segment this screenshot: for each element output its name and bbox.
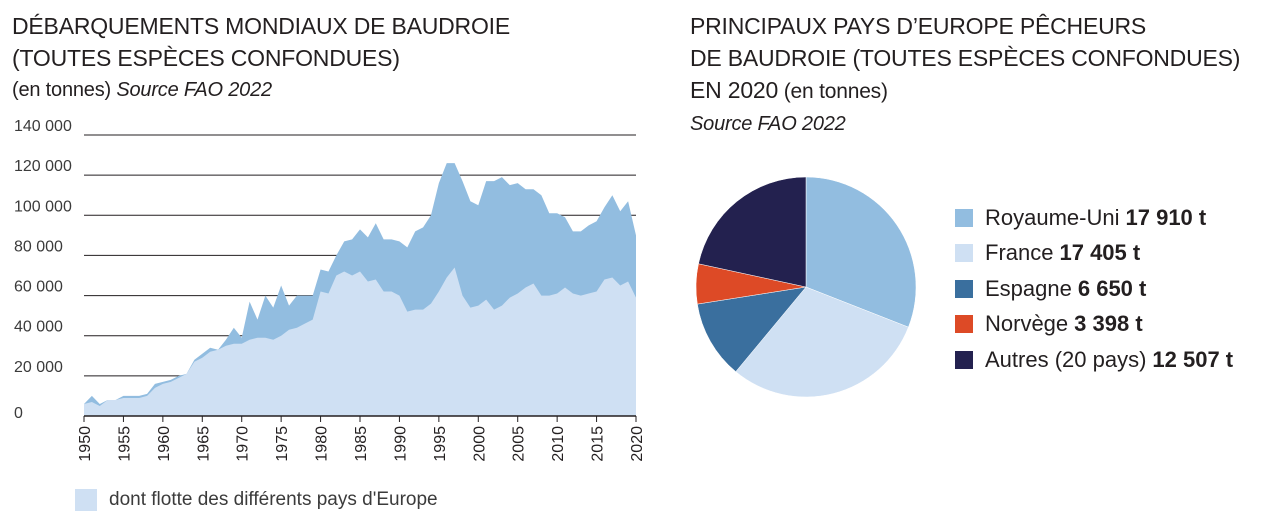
x-tick-label-1950: 1950: [77, 426, 94, 462]
area-title-line-3: (en tonnes) Source FAO 2022: [12, 74, 632, 106]
legend-value-france: 17 405 t: [1059, 240, 1141, 266]
x-tick-label-1975: 1975: [274, 426, 291, 462]
area-title-line-1: DÉBARQUEMENTS MONDIAUX DE BAUDROIE: [12, 13, 510, 39]
y-tick-label-60000: 60 000: [14, 279, 63, 296]
legend-value-norvege: 3 398 t: [1074, 311, 1143, 337]
pie-slice-espagne: [697, 286, 807, 373]
pie-slice-autres: [698, 176, 807, 288]
y-tick-label-40000: 40 000: [14, 319, 63, 336]
x-tick-label-2000: 2000: [471, 426, 488, 462]
legend-label-espagne: Espagne: [985, 275, 1072, 301]
pie-unit-text: (en tonnes): [778, 80, 888, 103]
legend-label-norvege: Norvège: [985, 311, 1069, 337]
legend-swatch-espagne: [955, 279, 973, 298]
area-unit-text: (en tonnes): [12, 79, 117, 101]
legend-swatch-autres: [955, 350, 973, 369]
x-tick-label-1970: 1970: [235, 426, 252, 462]
legend-item-norvege: Norvège 3 398 t: [955, 307, 1233, 343]
pie-source-text: Source FAO 2022: [690, 113, 846, 135]
pie-legend: Royaume-Uni 17 910 t France 17 405 t Esp…: [955, 200, 1233, 378]
area-title-line-2: (TOUTES ESPÈCES CONFONDUES): [12, 45, 400, 71]
x-tick-label-2020: 2020: [629, 426, 646, 462]
legend-value-espagne: 6 650 t: [1077, 275, 1147, 301]
legend-item-autres: Autres (20 pays) 12 507 t: [955, 342, 1233, 378]
legend-item-espagne: Espagne 6 650 t: [955, 271, 1233, 307]
x-tick-label-1990: 1990: [392, 426, 409, 462]
x-tick-label-1985: 1985: [353, 426, 370, 462]
legend-label-royaume-uni: Royaume-Uni: [985, 204, 1120, 230]
legend-label-france: France: [985, 240, 1054, 266]
area-chart-title: DÉBARQUEMENTS MONDIAUX DE BAUDROIE (TOUT…: [12, 10, 632, 106]
legend-value-royaume-uni: 17 910 t: [1125, 204, 1207, 230]
area-chart: 0 20 000 40 000 60 000 80 000 100 000 120 000 1…: [14, 118, 646, 462]
area-source-text: Source FAO 2022: [116, 79, 272, 101]
pie-chart-title: PRINCIPAUX PAYS D’EUROPE PÊCHEURS DE BAU…: [690, 10, 1270, 140]
pie-slice-royaume-uni: [805, 176, 917, 328]
legend-swatch-europe-fleet: [75, 489, 97, 511]
x-tick-label-2005: 2005: [511, 426, 528, 462]
legend-item-royaume-uni: Royaume-Uni 17 910 t: [955, 200, 1233, 236]
y-tick-label-80000: 80 000: [14, 238, 63, 255]
pie-title-line-1: PRINCIPAUX PAYS D’EUROPE PÊCHEURS: [690, 13, 1147, 39]
y-tick-label-120000: 120 000: [14, 158, 72, 175]
y-tick-label-100000: 100 000: [14, 198, 72, 215]
pie-title-line-2: DE BAUDROIE (TOUTES ESPÈCES CONFONDUES): [690, 45, 1241, 71]
x-tick-label-1955: 1955: [116, 426, 133, 462]
europe-fleet-area: [84, 267, 636, 416]
y-tick-label-140000: 140 000: [14, 118, 72, 135]
pie-year-text: EN 2020: [690, 77, 779, 103]
legend-item-france: France 17 405 t: [955, 236, 1233, 272]
x-tick-label-1980: 1980: [314, 426, 331, 462]
x-tick-label-1995: 1995: [432, 426, 449, 462]
x-tick-label-1960: 1960: [156, 426, 173, 462]
pie-slice-france: [735, 286, 909, 398]
legend-value-autres: 12 507 t: [1152, 346, 1234, 372]
x-tick-label-2010: 2010: [550, 426, 567, 462]
legend-swatch-royaume-uni: [955, 208, 973, 227]
pie-title-line-4: Source FAO 2022: [690, 108, 1270, 140]
legend-swatch-france: [955, 244, 973, 263]
y-tick-label-0: 0: [14, 405, 23, 422]
x-tick-label-1965: 1965: [195, 426, 212, 462]
legend-label-europe-fleet: dont flotte des différents pays d'Europe: [109, 489, 438, 510]
legend-swatch-norvege: [955, 315, 973, 334]
area-legend: dont flotte des différents pays d'Europe: [75, 489, 438, 511]
x-tick-label-2015: 2015: [590, 426, 607, 462]
y-tick-label-20000: 20 000: [14, 359, 63, 376]
pie-title-line-3: EN 2020 (en tonnes): [690, 74, 1270, 108]
legend-label-autres: Autres (20 pays): [985, 346, 1147, 372]
